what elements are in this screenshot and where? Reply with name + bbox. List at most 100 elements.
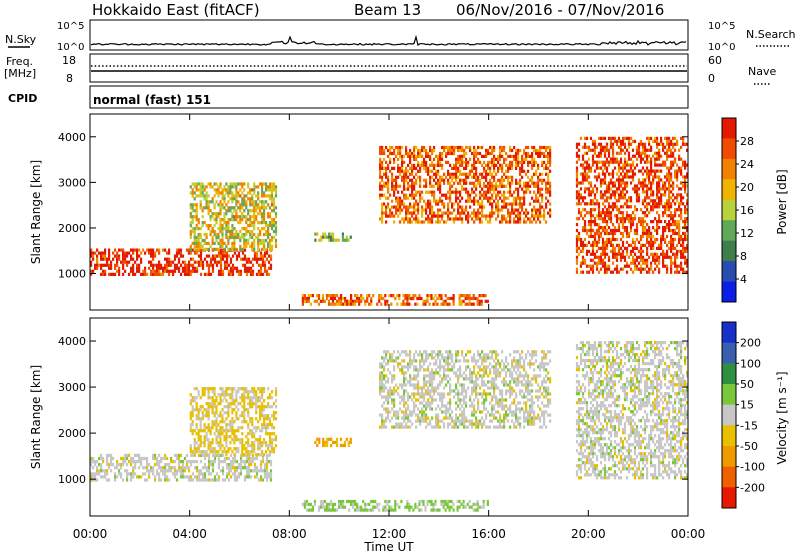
echo-cell — [333, 294, 337, 298]
echo-cell — [211, 238, 214, 243]
echo-cell — [407, 169, 410, 173]
echo-cell — [666, 187, 669, 191]
echo-cell — [272, 411, 276, 415]
echo-cell — [102, 475, 105, 479]
echo-cell — [676, 264, 679, 268]
echo-cell — [381, 175, 384, 179]
echo-cell — [517, 163, 520, 167]
echo-cell — [156, 463, 159, 467]
echo-cell — [211, 466, 215, 470]
echo-cell — [229, 269, 233, 273]
echo-cell — [403, 205, 406, 209]
echo-cell — [617, 136, 621, 140]
echo-cell — [257, 203, 260, 207]
echo-cell — [197, 444, 200, 448]
echo-cell — [225, 441, 228, 445]
echo-cell — [670, 178, 673, 182]
echo-cell — [465, 217, 468, 221]
echo-cell — [407, 211, 410, 215]
echo-cell — [249, 444, 252, 448]
echo-cell — [621, 211, 625, 215]
echo-cell — [249, 266, 253, 270]
echo-cell — [259, 441, 262, 445]
echo-cell — [421, 214, 424, 218]
echo-cell — [664, 237, 667, 242]
echo-cell — [243, 444, 246, 448]
echo-cell — [433, 193, 436, 197]
echo-cell — [541, 151, 544, 156]
echo-cell — [473, 148, 476, 153]
echo-cell — [207, 402, 210, 406]
echo-cell — [164, 266, 167, 270]
echo-cell — [347, 440, 350, 444]
echo-cell — [106, 472, 109, 476]
echo-cell — [120, 475, 123, 479]
echo-cell — [513, 196, 516, 200]
echo-cell — [203, 393, 206, 397]
echo-cell — [261, 405, 264, 409]
echo-cell — [241, 450, 244, 454]
echo-cell — [451, 184, 454, 188]
echo-cell — [543, 211, 546, 215]
echo-cell — [595, 166, 599, 170]
echo-cell — [617, 139, 621, 143]
echo-cell — [407, 187, 410, 191]
echo-cell — [473, 166, 476, 170]
echo-cell — [108, 266, 111, 270]
echo-cell — [637, 220, 641, 224]
echo-cell — [457, 148, 460, 153]
echo-cell — [235, 254, 239, 258]
echo-cell — [664, 175, 667, 179]
echo-cell — [239, 194, 242, 198]
echo-cell — [489, 214, 492, 218]
echo-cell — [253, 206, 256, 210]
echo-cell — [394, 296, 397, 301]
echo-cell — [379, 148, 382, 153]
echo-cell — [197, 447, 200, 451]
echo-cell — [378, 296, 381, 301]
echo-cell — [257, 478, 261, 482]
echo-cell — [237, 232, 240, 237]
echo-cell — [211, 235, 214, 240]
echo-cell — [348, 302, 351, 306]
echo-cell — [231, 200, 234, 204]
echo-cell — [261, 215, 264, 219]
echo-cell — [339, 443, 342, 448]
echo-cell — [193, 191, 196, 195]
echo-cell — [674, 246, 677, 250]
echo-cell — [140, 257, 143, 261]
echo-cell — [193, 229, 196, 234]
echo-cell — [686, 237, 689, 242]
echo-cell — [469, 193, 472, 197]
echo-cell — [219, 396, 222, 400]
echo-cell — [265, 466, 269, 470]
echo-cell — [203, 429, 206, 433]
echo-cell — [179, 248, 183, 252]
echo-cell — [481, 211, 484, 215]
echo-cell — [668, 139, 671, 143]
echo-cell — [315, 299, 319, 303]
echo-cell — [243, 232, 246, 237]
echo-cell — [265, 221, 268, 225]
echo-cell — [615, 199, 619, 203]
echo-cell — [658, 214, 661, 218]
echo-cell — [205, 426, 208, 430]
echo-cell — [251, 269, 255, 273]
echo-cell — [435, 175, 438, 179]
echo-cell — [272, 221, 276, 225]
echo-cell — [633, 139, 637, 143]
echo-cell — [625, 136, 629, 140]
echo-cell — [217, 254, 221, 258]
echo-cell — [245, 266, 249, 270]
echo-cell — [591, 148, 595, 152]
echo-cell — [583, 223, 587, 227]
echo-cell — [587, 145, 591, 149]
echo-cell — [637, 142, 641, 146]
echo-cell — [491, 205, 494, 209]
echo-cell — [154, 251, 157, 255]
echo-cell — [686, 208, 689, 212]
echo-cell — [387, 178, 390, 182]
echo-cell — [239, 456, 243, 461]
echo-cell — [633, 205, 637, 209]
echo-cell — [579, 202, 583, 206]
